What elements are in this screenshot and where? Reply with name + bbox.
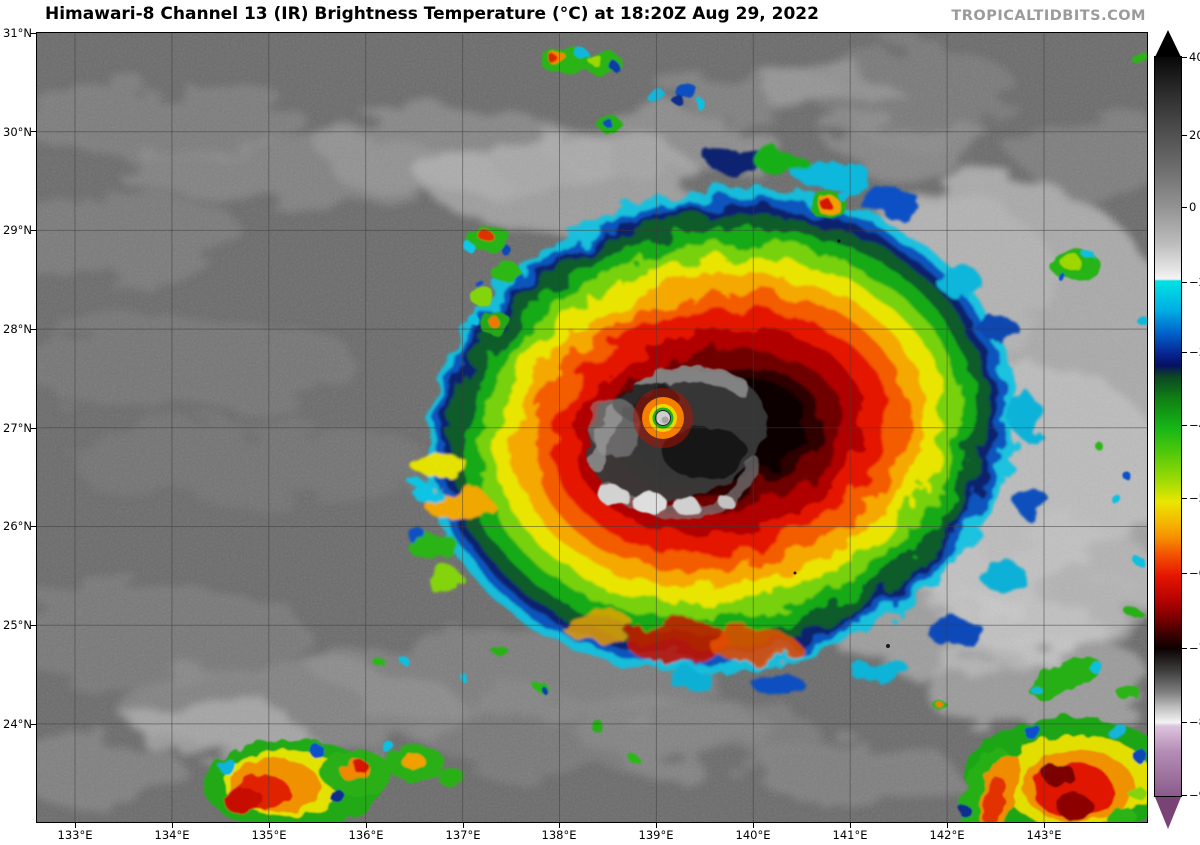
colorbar-tick-label: −50	[1189, 491, 1200, 505]
lat-tick-label: 24°N	[3, 717, 32, 731]
lon-tick-label: 138°E	[541, 828, 577, 842]
colorbar-tick-label: 0	[1189, 200, 1197, 214]
colorbar-gradient	[1155, 57, 1181, 796]
lon-tick-label: 139°E	[638, 828, 674, 842]
lon-tick-label: 141°E	[832, 828, 868, 842]
lon-tick-label: 136°E	[348, 828, 384, 842]
lat-tick-label: 29°N	[3, 223, 32, 237]
scattered-convective-cells	[204, 47, 1147, 822]
graticule	[37, 33, 1147, 822]
lat-tick-label: 28°N	[3, 322, 32, 336]
lon-tick-label: 135°E	[251, 828, 287, 842]
lat-tick-label: 27°N	[3, 421, 32, 435]
satellite-map	[37, 33, 1147, 822]
lon-tick-label: 137°E	[445, 828, 481, 842]
colorbar-tick-label: −30	[1189, 345, 1200, 359]
contour-specks	[793, 239, 890, 648]
colorbar-tick-label: −20	[1189, 275, 1200, 289]
colorbar-tick-label: −90	[1189, 788, 1200, 802]
tropicaltidbits-watermark: TROPICALTIDBITS.COM	[951, 8, 1146, 24]
lat-tick-label: 30°N	[3, 125, 32, 139]
satellite-imagery	[37, 33, 1147, 822]
lon-tick-label: 143°E	[1026, 828, 1062, 842]
lon-tick-label: 140°E	[735, 828, 771, 842]
lon-tick-label: 142°E	[929, 828, 965, 842]
colorbar-tick-label: 20	[1189, 128, 1200, 142]
lon-tick-label: 134°E	[154, 828, 190, 842]
lon-tick-label: 133°E	[57, 828, 93, 842]
typhoon-eye	[633, 388, 693, 448]
colorbar-extend-arrow-bottom	[1155, 797, 1181, 829]
colorbar-tick-label: 40	[1189, 50, 1200, 64]
lat-tick-label: 26°N	[3, 519, 32, 533]
colorbar-extend-arrow-top	[1155, 30, 1181, 57]
lat-tick-label: 25°N	[3, 618, 32, 632]
image-title: Himawari-8 Channel 13 (IR) Brightness Te…	[45, 4, 819, 24]
colorbar-tick-label: −40	[1189, 418, 1200, 432]
lat-tick-label: 31°N	[3, 26, 32, 40]
colorbar-tick-label: −60	[1189, 566, 1200, 580]
northwest-convective-cells	[464, 225, 520, 334]
colorbar-tick-label: −70	[1189, 641, 1200, 655]
colorbar-tick-label: −80	[1189, 715, 1200, 729]
